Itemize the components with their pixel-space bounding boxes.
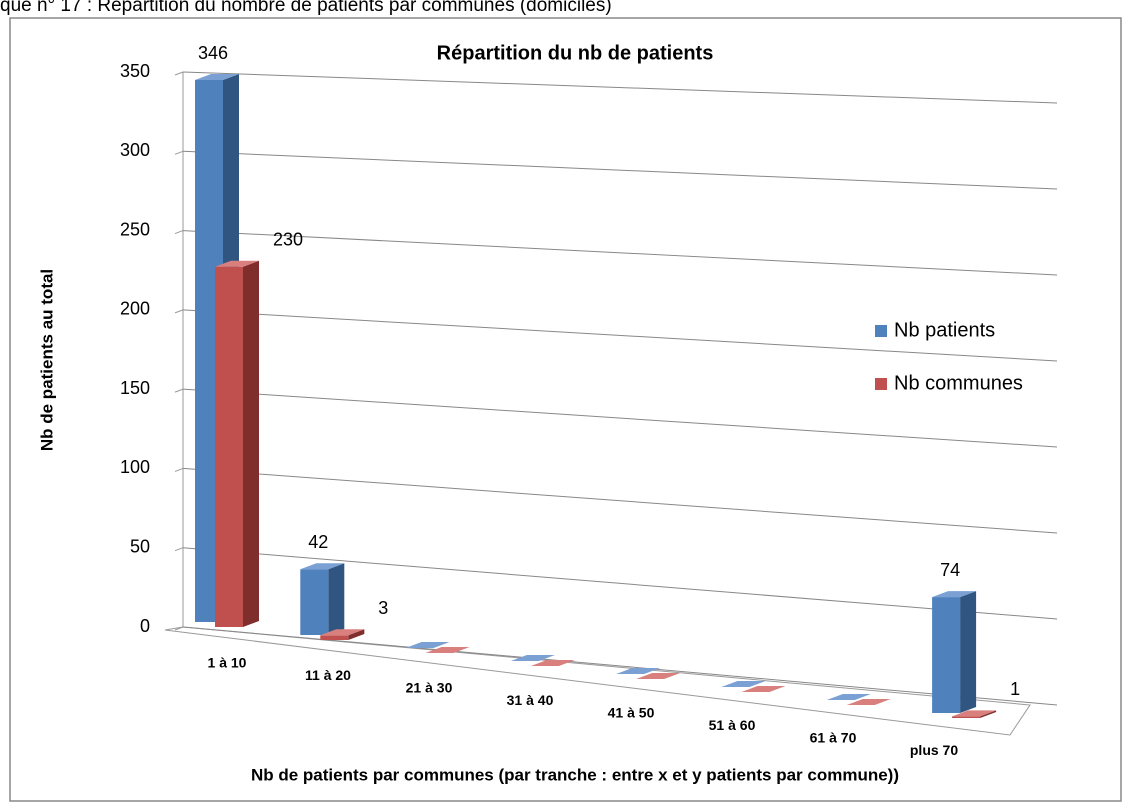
y-tick (174, 71, 184, 76)
bar (530, 660, 575, 666)
bar (425, 647, 470, 653)
data-label: 42 (308, 532, 328, 552)
x-tick-label: 51 à 60 (709, 717, 756, 733)
legend-label: Nb patients (894, 319, 995, 341)
bar-side (960, 591, 977, 713)
grid-line (182, 309, 1058, 362)
y-tick-label: 350 (120, 61, 150, 81)
bar-top (405, 642, 450, 648)
bar (721, 681, 766, 687)
y-tick-label: 150 (120, 378, 150, 398)
y-axis-label: Nb de patients au total (37, 269, 56, 451)
x-tick-label: 41 à 50 (608, 705, 655, 721)
y-tick-label: 250 (120, 219, 150, 239)
y-tick (174, 547, 184, 552)
y-tick (174, 150, 184, 155)
bar (300, 563, 345, 635)
x-tick-label: 21 à 30 (406, 680, 453, 696)
bar-front (952, 716, 981, 718)
bar (215, 260, 259, 627)
bar-top (932, 591, 977, 598)
bar (826, 694, 871, 700)
bar-top (300, 563, 345, 570)
y-tick (174, 230, 184, 235)
bar-side (328, 563, 345, 635)
legend-swatch (875, 325, 887, 337)
bar-front (215, 266, 243, 627)
y-tick-label: 0 (140, 616, 150, 636)
y-tick-label: 50 (130, 536, 150, 556)
grid-line (182, 388, 1058, 448)
bar-front (320, 635, 349, 640)
bar-top (826, 694, 871, 700)
bar (932, 591, 977, 713)
bar-top (952, 710, 997, 717)
caption: que n° 17 : Répartition du nombre de pat… (0, 0, 612, 16)
chart-title: Répartition du nb de patients (437, 42, 714, 64)
bar-front (932, 597, 961, 713)
bar (510, 655, 555, 661)
grid-line (182, 71, 1058, 104)
legend-swatch (875, 378, 887, 390)
bar-side (243, 260, 259, 627)
bar (952, 710, 997, 718)
bar-top (320, 629, 365, 636)
bar-top (721, 681, 766, 687)
bar-top (215, 260, 259, 267)
bar-top (741, 686, 786, 692)
bar-top (616, 668, 661, 674)
grid-line (182, 150, 1058, 190)
bar-top (636, 673, 681, 679)
data-label: 74 (940, 560, 960, 580)
bar-front (300, 569, 329, 635)
data-label: 346 (198, 43, 228, 63)
grid-line (182, 547, 1058, 620)
x-axis-label: Nb de patients par communes (par tranche… (251, 765, 899, 784)
bar-side (980, 710, 997, 718)
x-tick-label: 1 à 10 (208, 655, 247, 671)
data-label: 3 (378, 598, 388, 618)
bar-top (530, 660, 575, 666)
bar-top (195, 74, 239, 80)
x-tick-label: 31 à 40 (507, 692, 554, 708)
floor (164, 626, 1031, 736)
bar (741, 686, 786, 692)
y-tick (174, 309, 184, 314)
x-tick-label: 11 à 20 (305, 667, 351, 683)
y-tick-label: 300 (120, 140, 150, 160)
grid-line (182, 230, 1058, 276)
x-tick-label: 61 à 70 (810, 730, 857, 746)
y-tick (174, 388, 184, 393)
bar (616, 668, 661, 674)
bar-side (348, 629, 365, 640)
bar-top (846, 699, 891, 705)
legend-label: Nb communes (894, 372, 1023, 394)
data-label: 1 (1010, 679, 1020, 699)
bar (636, 673, 681, 679)
y-tick (174, 626, 184, 631)
bar (405, 642, 450, 648)
bar-top (510, 655, 555, 661)
bar (846, 699, 891, 705)
y-tick-label: 200 (120, 299, 150, 319)
y-tick (174, 467, 184, 472)
data-label: 230 (273, 229, 303, 249)
grid-line (182, 467, 1058, 534)
x-tick-label: plus 70 (910, 742, 958, 758)
y-tick-label: 100 (120, 457, 150, 477)
bar (320, 629, 365, 640)
bar-top (425, 647, 470, 653)
